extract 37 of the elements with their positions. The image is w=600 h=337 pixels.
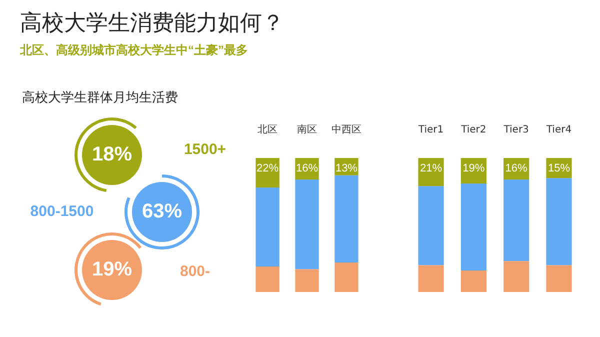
data-label: 19% xyxy=(92,258,132,281)
bar xyxy=(546,178,572,266)
data-label: 15% xyxy=(548,162,570,175)
bar xyxy=(334,262,358,292)
data-label: 21% xyxy=(420,162,442,175)
bar xyxy=(256,266,280,292)
bar xyxy=(546,265,572,292)
text: 高校大学生消费能力如何？ xyxy=(20,9,284,37)
x-tick-label: Tier2 xyxy=(460,124,486,136)
bar xyxy=(504,261,530,292)
text: 北区、高级别城市高校大学生中“土豪”最多 xyxy=(20,42,248,59)
category-label: 1500+ xyxy=(184,141,226,158)
x-tick-label: Tier4 xyxy=(545,124,572,136)
x-tick-label: 中西区 xyxy=(331,124,362,136)
data-label: 19% xyxy=(462,162,485,175)
x-tick-label: Tier3 xyxy=(502,124,529,136)
data-label: 16% xyxy=(296,162,318,175)
data-label: 63% xyxy=(142,200,182,223)
data-label: 13% xyxy=(335,162,358,175)
category-label: 800-1500 xyxy=(30,203,94,220)
x-tick-label: 北区 xyxy=(258,124,278,136)
text: 高校大学生群体月均生活费 xyxy=(22,89,178,106)
data-label: 18% xyxy=(92,144,132,166)
bar xyxy=(418,186,444,266)
bar xyxy=(460,270,486,292)
bar xyxy=(295,269,319,292)
category-label: 800- xyxy=(180,263,210,280)
bar xyxy=(460,183,486,271)
bar xyxy=(504,179,530,262)
bar xyxy=(334,175,358,263)
data-label: 22% xyxy=(256,162,279,175)
x-tick-label: 南区 xyxy=(297,124,317,136)
bar xyxy=(295,179,319,270)
x-tick-label: Tier1 xyxy=(417,124,444,136)
bar xyxy=(256,187,280,267)
data-label: 16% xyxy=(505,162,528,175)
bar xyxy=(418,265,444,292)
